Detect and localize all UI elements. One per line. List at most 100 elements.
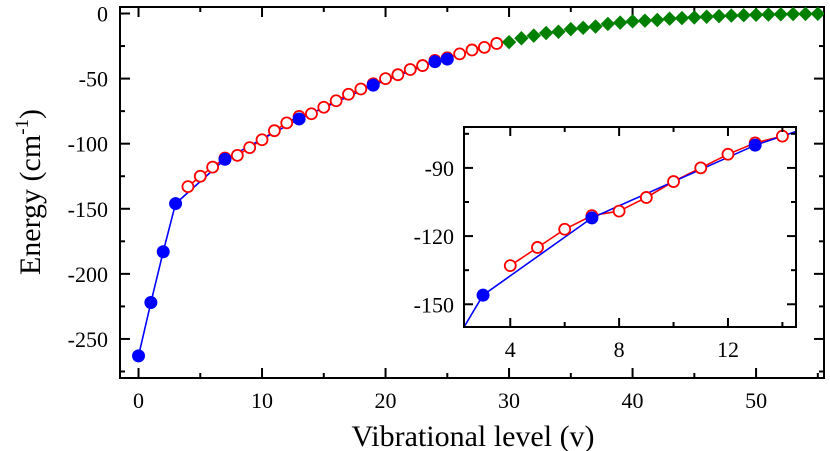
main-x-tick-label: 20 [375,388,397,413]
main-green-point [798,7,813,22]
main-blue-point [366,78,380,92]
inset-ticks: 4 8 12 -150 -120 -90 [414,127,796,362]
main-green-point [761,7,776,22]
x-axis-title: Vibrational level (v) [351,420,594,451]
main-blue-point [132,349,146,363]
main-green-point [773,7,788,22]
main-green-point [625,14,640,29]
main-red-point [465,43,479,57]
main-red-point [243,141,257,154]
y-axis-title: Energy (cm-1) [12,109,47,275]
main-red-point [379,72,392,85]
main-green-point [711,8,727,24]
main-blue-point [156,245,170,259]
inset-y-tick-label: -90 [425,156,454,181]
main-red-point [416,59,429,72]
main-green-point [674,10,690,26]
inset-x-tick-label: 4 [505,337,516,362]
main-green-point [501,34,517,50]
inset-red-point [558,222,572,236]
main-red-point [305,107,318,121]
inset-red-point [694,161,708,175]
main-y-tick-label: -200 [68,262,108,287]
main-x-tick-label: 40 [622,388,644,413]
main-series-line [137,58,448,357]
inset-red-point [639,191,653,204]
y-axis-title-main: Energy (cm [14,135,47,275]
inset-background [464,127,796,327]
main-red-point [490,37,504,50]
main-y-tick-label: 0 [97,2,108,27]
main-red-point [403,63,417,76]
main-x-tick-label: 50 [745,388,767,413]
main-plot-frame [119,6,825,379]
inset-series-group [464,129,796,327]
main-green-point [526,28,541,43]
main-x-tick-label: 0 [133,388,144,413]
inset-y-tick-label: -150 [414,292,454,317]
main-red-point [255,133,269,147]
y-axis-title-superscript: -1 [12,119,33,135]
main-green-point [736,7,751,23]
main-red-point [193,169,207,183]
main-green-point [785,7,801,22]
main-red-point [181,180,195,194]
inset-x-tick-label: 8 [614,337,625,362]
main-red-point [267,124,281,138]
svg-text:Energy (cm-1): Energy (cm-1) [12,109,47,275]
main-green-point [563,21,579,37]
main-green-point [810,7,824,21]
main-red-point [230,148,244,162]
main-green-point [724,8,739,23]
y-axis-title-close: ) [14,109,47,119]
main-x-tick-label: 30 [498,388,520,413]
main-red-point [342,87,355,101]
main-red-point [453,47,467,61]
inset-red-point [721,147,735,161]
main-green-point [687,10,702,25]
main-green-point [575,20,591,36]
main-green-point [551,24,566,39]
main-green-point [600,16,616,32]
main-blue-point [440,52,454,66]
main-blue-point [218,152,232,166]
inset-red-point [503,259,517,273]
inset-y-tick-label: -120 [414,224,454,249]
main-red-point [391,68,405,82]
main-green-point [538,25,554,41]
main-green-point [613,15,628,30]
main-series-group [132,7,824,363]
main-green-point [748,7,764,23]
inset-red-point [667,175,680,188]
main-y-tick-label: -150 [68,197,108,222]
main-blue-point [292,112,306,126]
main-blue-point [144,295,158,309]
main-green-point [588,19,603,34]
inset-x-tick-label: 12 [717,337,739,362]
main-green-point [699,9,714,24]
main-green-point [514,31,529,46]
main-y-tick-label: -250 [68,327,108,352]
inset-blue-point [585,211,599,225]
main-green-point [637,13,653,28]
main-green-point [662,11,677,26]
inset-plot-frame [463,126,797,328]
inset-red-point [612,204,626,218]
inset-blue-point [476,288,490,302]
main-x-tick-label: 10 [251,388,273,413]
main-red-point [354,82,368,96]
main-ticks: 0 10 20 30 40 50 -250 -200 -150 -100 -50 0 [68,2,824,413]
main-red-point [280,116,294,130]
main-y-tick-label: -50 [79,67,108,92]
main-blue-point [169,197,183,211]
main-series [132,7,824,363]
inset-red-point [775,129,789,143]
main-red-point [329,94,343,108]
inset-series [464,129,796,327]
main-red-point [477,40,491,54]
main-green-point [650,12,665,28]
inset-blue-point [748,138,762,152]
main-blue-point [428,55,442,69]
inset-red-point [531,241,544,254]
